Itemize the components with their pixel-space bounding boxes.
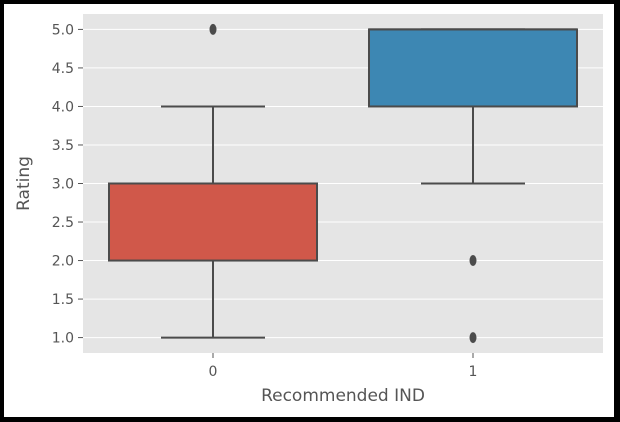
box-group-0 [108,23,318,339]
x-tick-label: 1 [469,364,478,380]
y-axis-label: Rating [14,156,34,211]
y-tick-label: 3.0 [52,177,74,193]
x-tick-label: 0 [209,364,218,380]
y-tick-label: 5.0 [52,22,74,38]
y-tick-label: 4.5 [52,61,74,77]
y-tick-labels: 1.0 1.5 2.0 2.5 3.0 3.5 4.0 4.5 5.0 [52,22,83,347]
box-group-1 [368,28,578,344]
y-tick-label: 1.0 [52,331,74,347]
y-tick-label: 4.0 [52,99,74,115]
y-tick-label: 3.5 [52,138,74,154]
outlier-point [209,23,217,35]
boxes [108,23,578,344]
y-tick-label: 2.5 [52,215,74,231]
y-tick-label: 1.5 [52,292,74,308]
x-axis-label: Recommended IND [261,386,425,406]
y-tick-label: 2.0 [52,254,74,270]
outlier-point [469,332,477,344]
outlier-point [469,255,477,267]
box-iqr [368,28,578,108]
box-iqr [108,182,318,262]
